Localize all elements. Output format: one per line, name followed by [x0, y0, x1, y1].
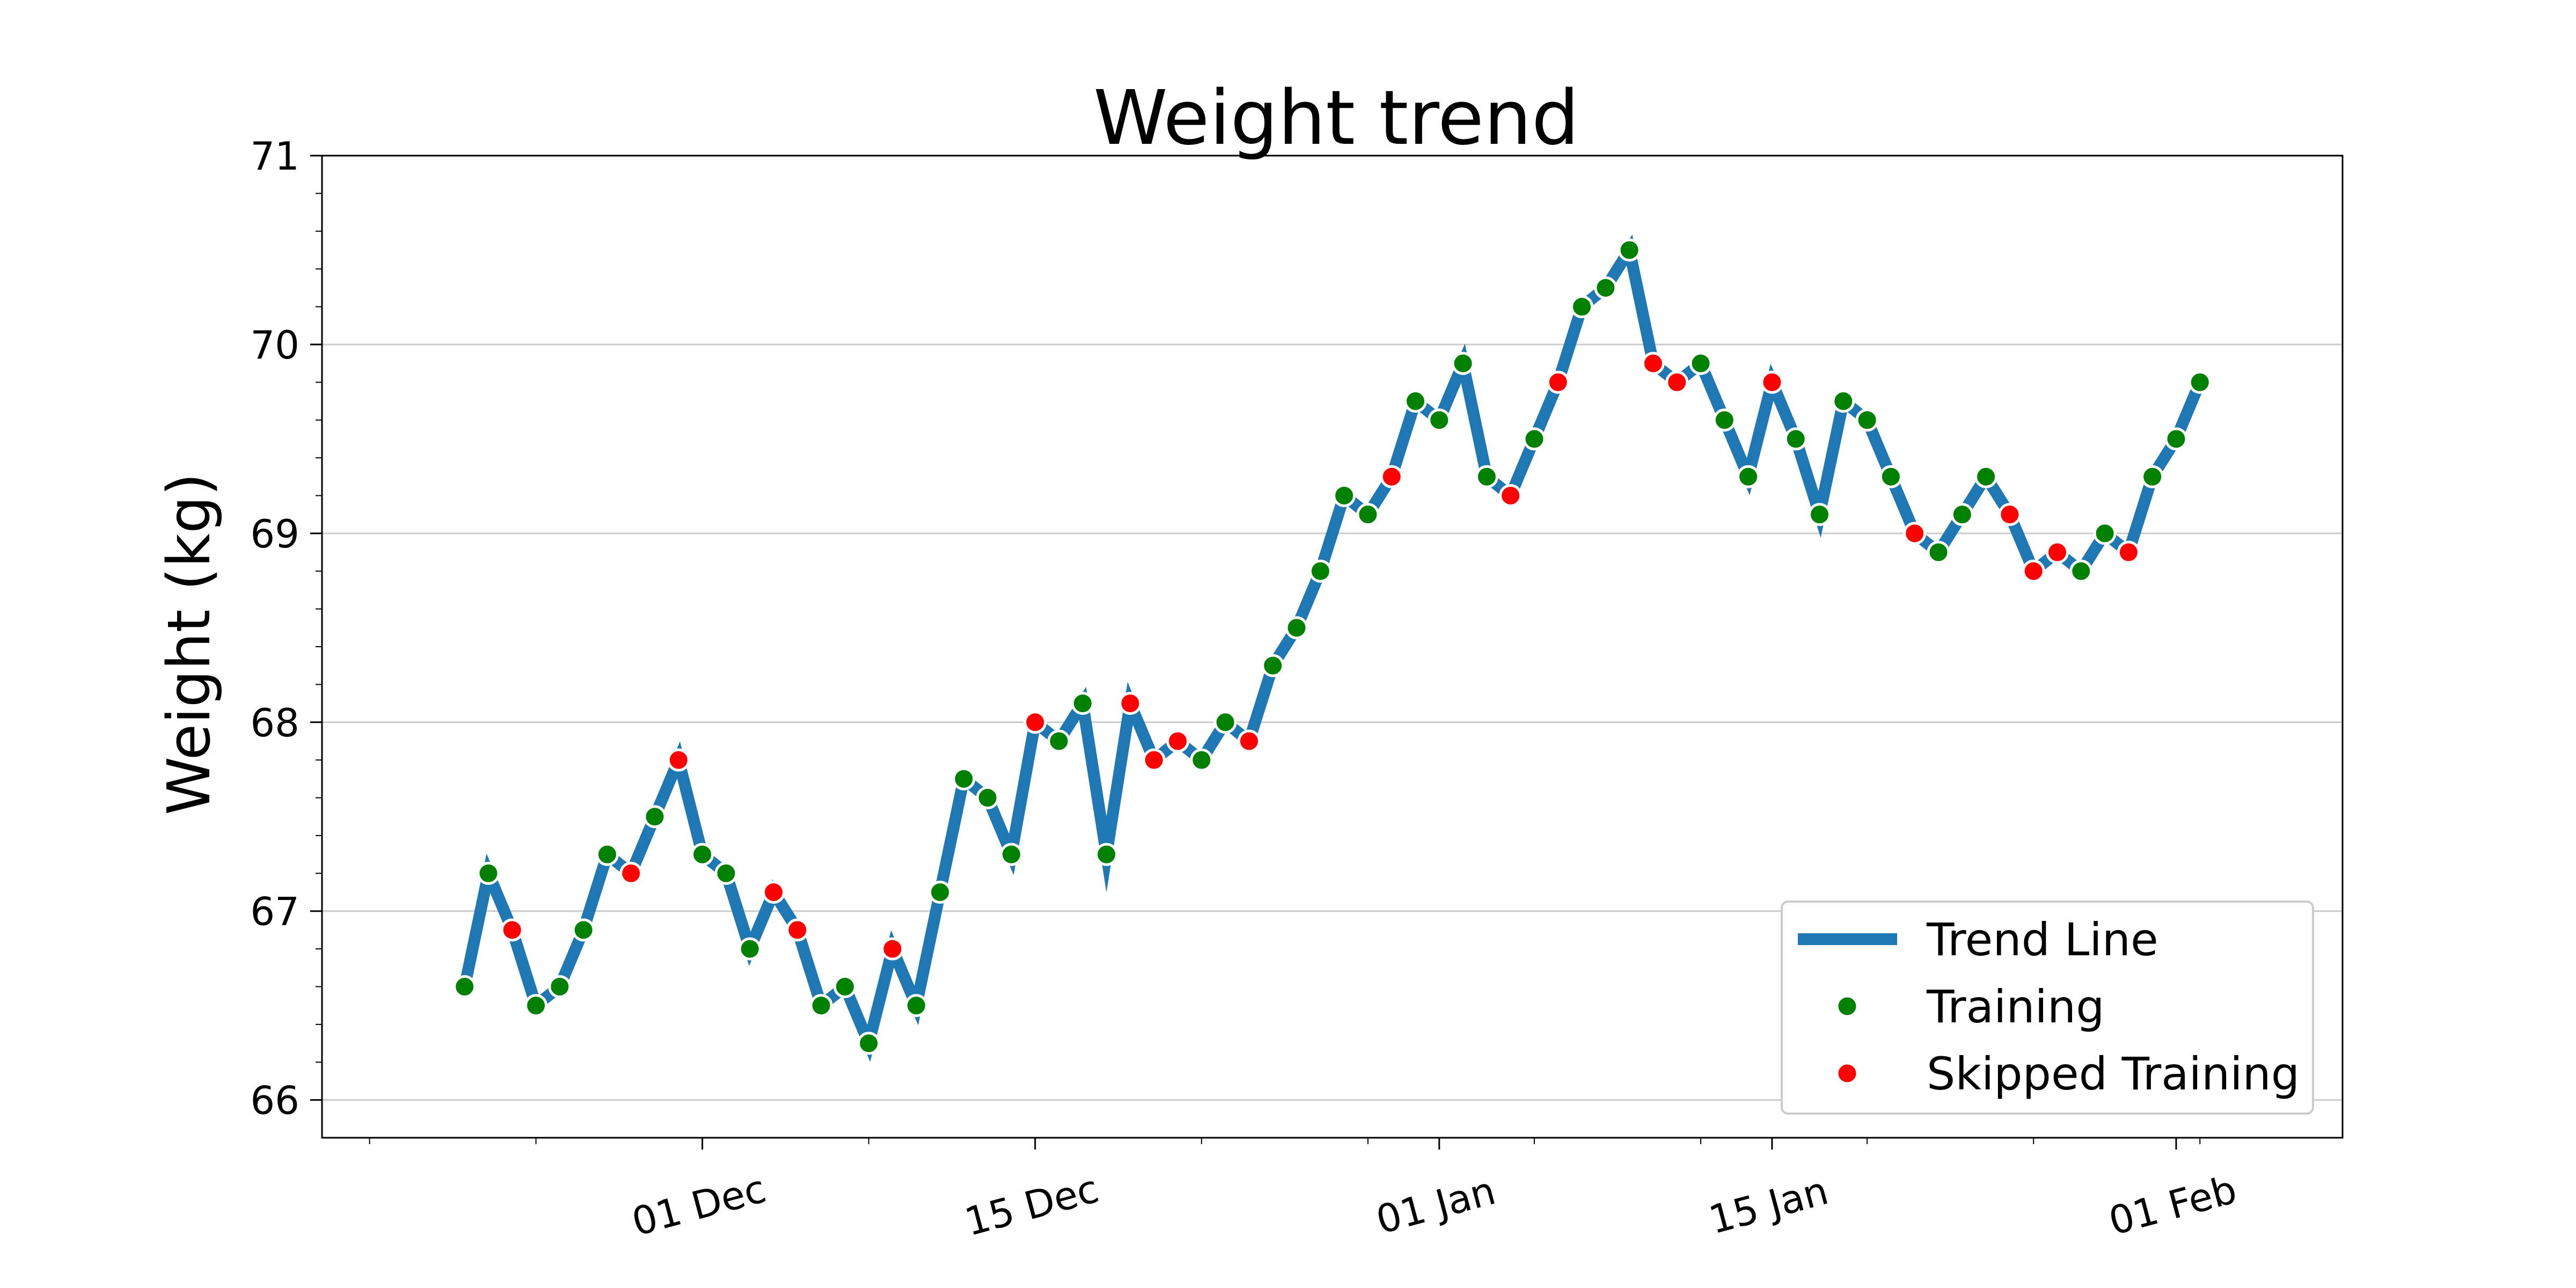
x-tick-label: 15 Dec: [960, 1166, 1103, 1245]
skipped-point: [1142, 748, 1166, 772]
skipped-point: [1998, 503, 2022, 526]
skipped-point: [2022, 559, 2045, 583]
skipped-point: [1118, 692, 1142, 715]
y-tick-label: 66: [250, 1078, 299, 1123]
skipped-point: [881, 937, 904, 961]
training-point: [1879, 465, 1902, 488]
training-point: [1428, 408, 1451, 432]
training-point: [524, 994, 548, 1018]
skipped-point: [1499, 484, 1523, 507]
training-point: [2188, 370, 2212, 394]
skipped-point: [500, 918, 524, 942]
training-point: [928, 881, 952, 904]
training-point: [809, 994, 833, 1018]
training-point: [1213, 711, 1237, 734]
y-tick-label: 70: [250, 323, 299, 368]
training-point: [1950, 503, 1974, 526]
training-point: [453, 975, 477, 998]
training-point: [1047, 729, 1071, 753]
training-point: [2141, 465, 2164, 488]
training-point: [2164, 427, 2188, 451]
skipped-point: [1023, 711, 1047, 734]
x-tick-label: 01 Jan: [1372, 1168, 1501, 1243]
y-axis-label: Weight (kg): [155, 473, 223, 815]
training-point: [477, 861, 500, 885]
training-point: [1000, 843, 1023, 866]
training-point: [1071, 692, 1094, 715]
skipped-point: [1237, 729, 1261, 753]
skipped-point: [1546, 370, 1570, 394]
training-point: [1285, 616, 1308, 640]
plot-area: [453, 235, 2212, 1062]
skipped-point: [1665, 370, 1689, 394]
legend-skipped-swatch: [1835, 1062, 1859, 1085]
training-point: [643, 805, 667, 829]
training-point: [1855, 408, 1879, 432]
legend-label: Trend Line: [1926, 913, 2158, 966]
training-point: [1808, 503, 1832, 526]
legend-label: Training: [1926, 980, 2104, 1033]
training-point: [1095, 843, 1118, 866]
training-point: [1689, 352, 1713, 375]
skipped-point: [1641, 352, 1665, 375]
y-tick-label: 69: [250, 511, 299, 557]
legend-training-swatch: [1835, 994, 1859, 1018]
training-point: [738, 937, 762, 961]
training-point: [691, 843, 714, 866]
x-tick-label: 15 Jan: [1704, 1168, 1833, 1243]
training-point: [857, 1031, 881, 1055]
chart-title: Weight trend: [1093, 75, 1579, 162]
training-point: [596, 843, 619, 866]
skipped-point: [2045, 540, 2069, 564]
training-point: [1618, 238, 1641, 262]
training-point: [2093, 522, 2117, 545]
legend-box: [1781, 901, 2314, 1115]
training-point: [1451, 352, 1475, 375]
training-point: [952, 767, 976, 791]
legend: Trend Line Training Skipped Training: [1781, 901, 2314, 1115]
skipped-point: [1903, 522, 1927, 545]
training-point: [1356, 503, 1380, 526]
training-point: [1832, 390, 1855, 413]
training-point: [833, 975, 857, 998]
y-tick-label: 71: [250, 134, 299, 179]
x-tick-label: 01 Dec: [627, 1166, 771, 1245]
training-point: [1927, 540, 1950, 564]
x-tick-label: 01 Feb: [2104, 1167, 2241, 1244]
training-point: [1523, 427, 1546, 451]
training-point: [976, 786, 999, 810]
training-point: [1190, 748, 1213, 772]
skipped-point: [667, 748, 690, 772]
skipped-point: [1760, 370, 1784, 394]
skipped-point: [2117, 540, 2140, 564]
training-point: [2069, 559, 2093, 583]
training-point: [1333, 484, 1356, 507]
training-point: [1713, 408, 1736, 432]
skipped-point: [762, 881, 786, 904]
training-point: [1308, 559, 1332, 583]
training-point: [1261, 654, 1285, 677]
training-point: [714, 861, 738, 885]
skipped-point: [1166, 729, 1190, 753]
training-point: [548, 975, 572, 998]
training-point: [1404, 390, 1428, 413]
training-point: [1475, 465, 1498, 488]
skipped-point: [619, 861, 643, 885]
training-point: [904, 994, 928, 1018]
training-point: [1570, 295, 1594, 319]
training-point: [1737, 465, 1760, 488]
y-tick-label: 68: [250, 700, 299, 745]
training-point: [1784, 427, 1807, 451]
training-point: [1974, 465, 1998, 488]
training-point: [1594, 276, 1618, 299]
y-tick-label: 67: [250, 889, 299, 934]
training-point: [572, 918, 595, 942]
legend-label: Skipped Training: [1927, 1048, 2300, 1100]
skipped-point: [1380, 465, 1403, 488]
skipped-point: [786, 918, 809, 942]
